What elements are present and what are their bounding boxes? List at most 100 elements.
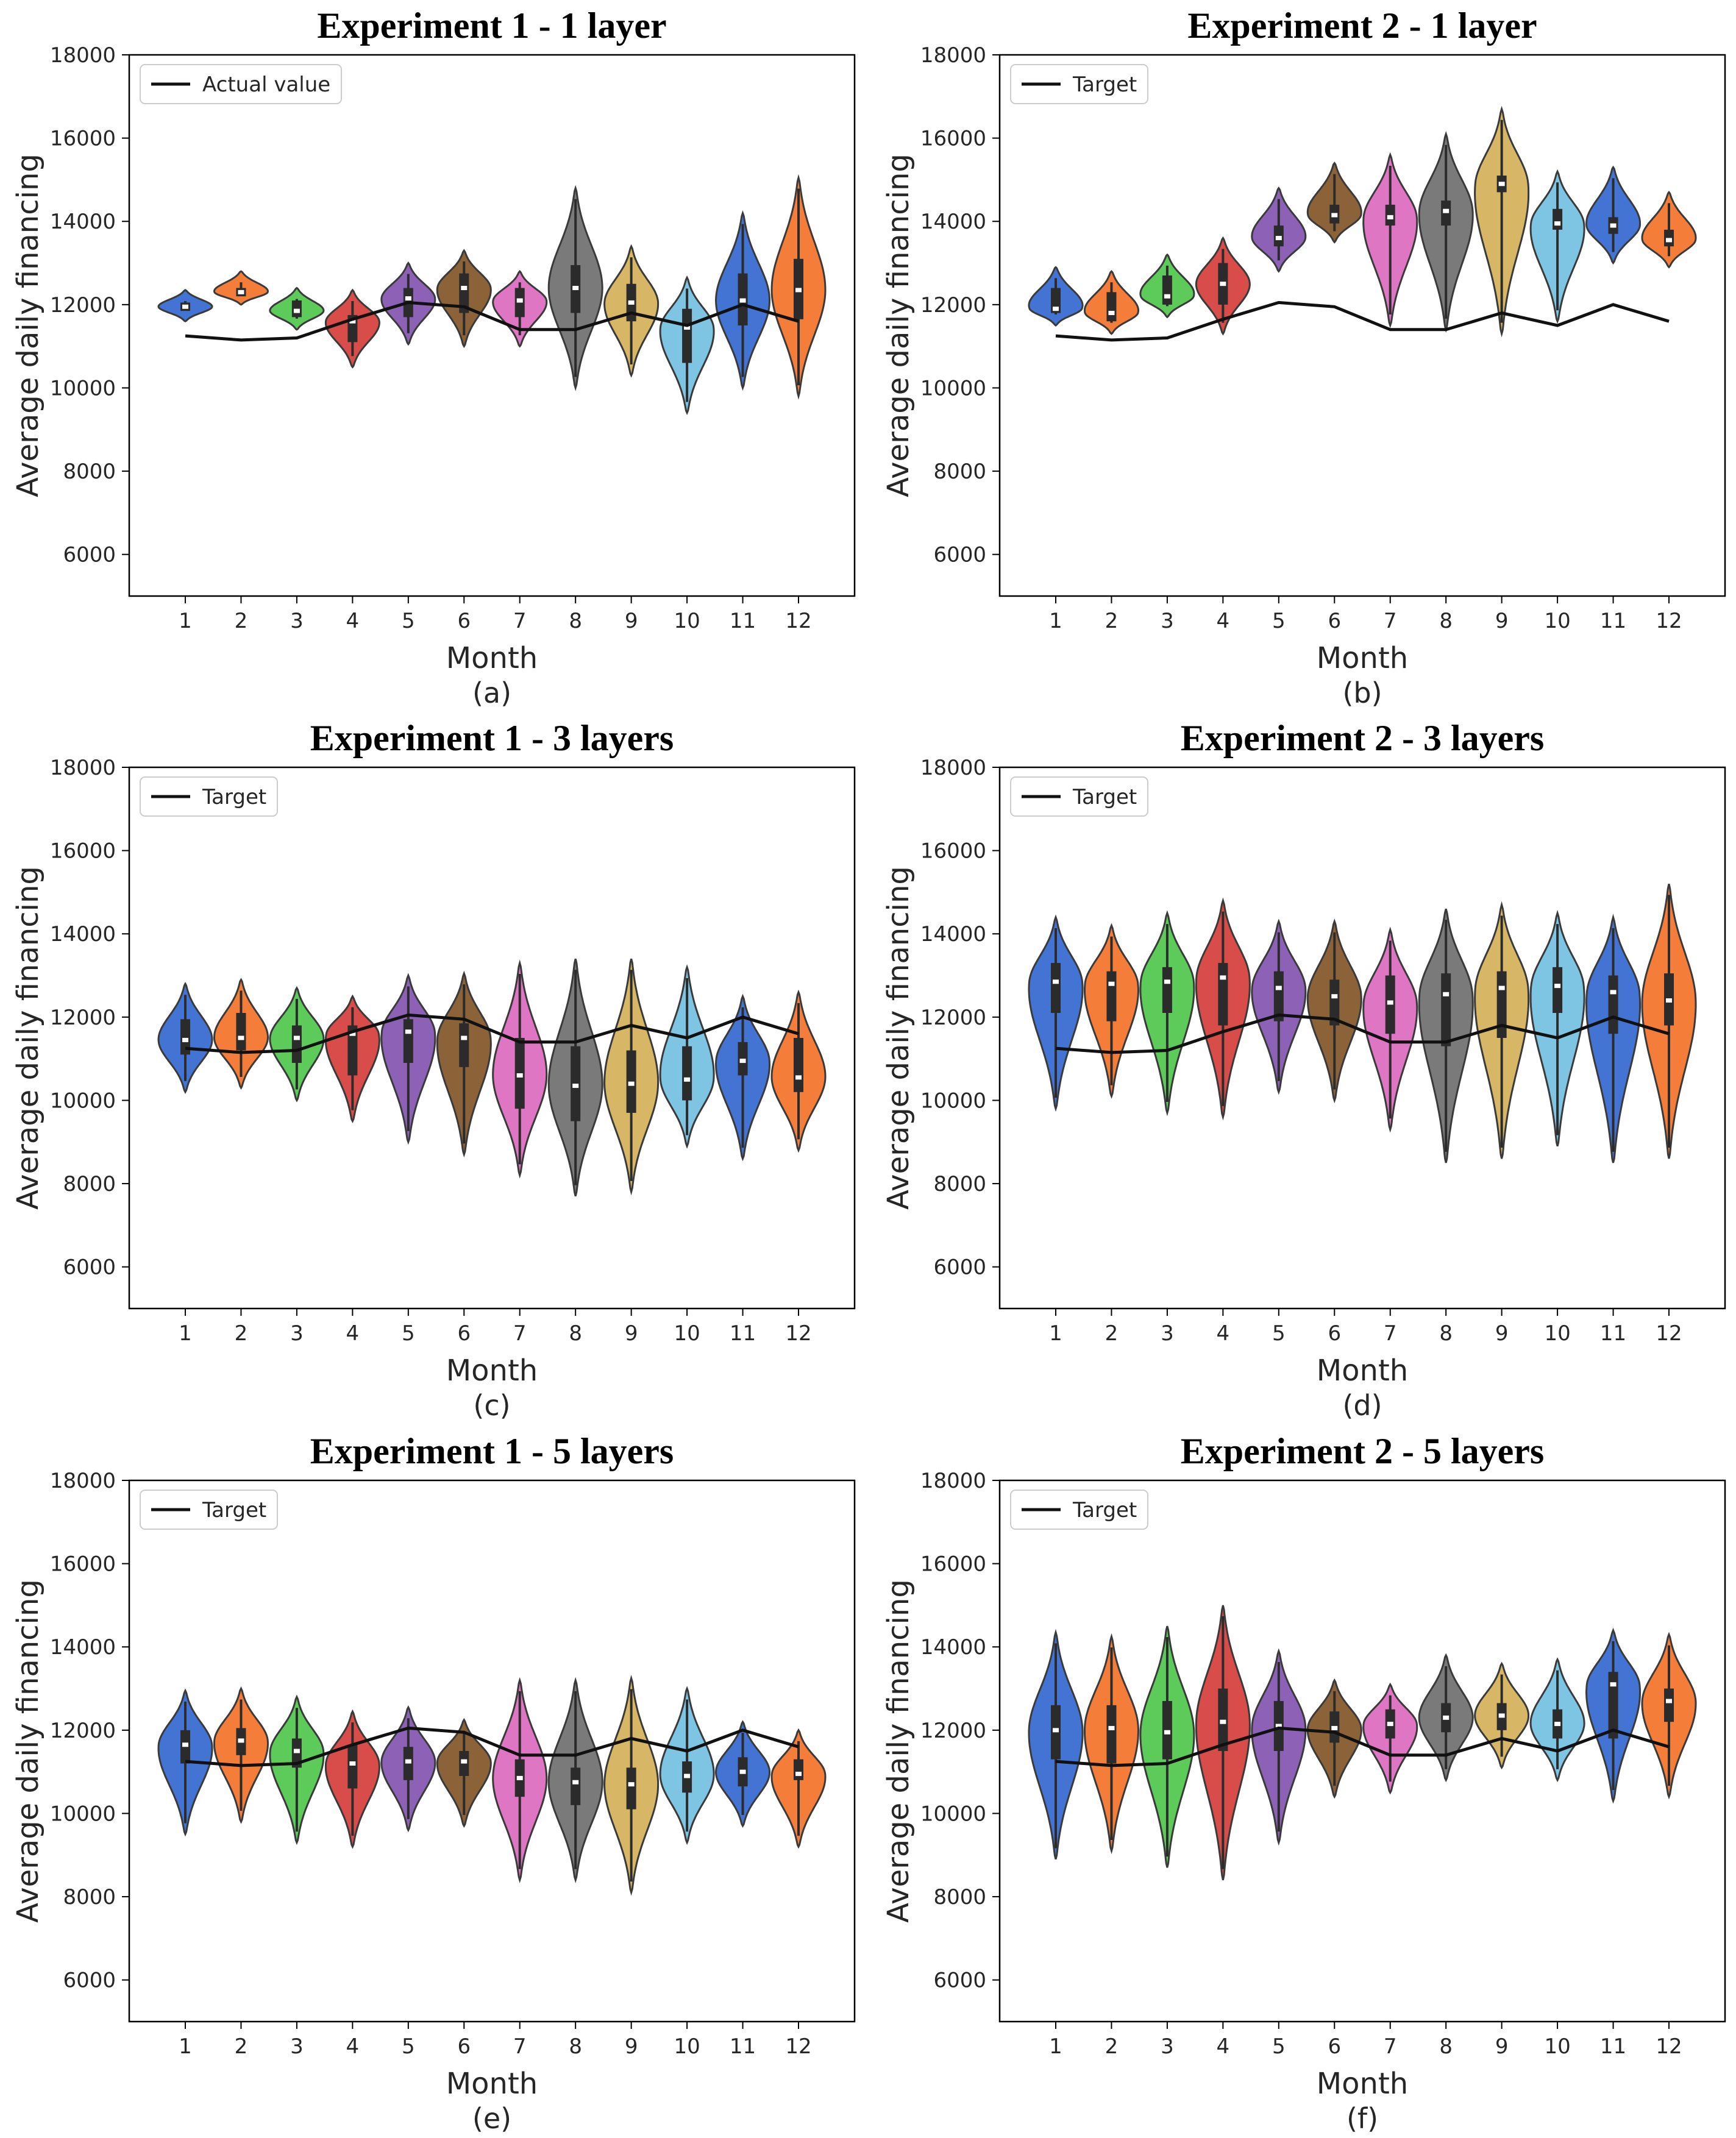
violin-median xyxy=(1387,1000,1393,1005)
x-tick-label: 3 xyxy=(1161,609,1174,633)
y-axis-label: Average daily financing xyxy=(11,866,45,1210)
x-tick-label: 10 xyxy=(1544,609,1570,633)
y-tick-label: 10000 xyxy=(920,1802,986,1826)
violin-month-9 xyxy=(1474,1661,1530,1770)
x-tick-label: 10 xyxy=(1544,2034,1570,2059)
x-tick-label: 12 xyxy=(1656,609,1682,633)
violin-month-1 xyxy=(1028,1628,1084,1859)
violin-median xyxy=(1443,1715,1450,1720)
violin-month-2 xyxy=(213,1686,269,1824)
y-tick-label: 8000 xyxy=(933,1172,986,1196)
y-tick-label: 12000 xyxy=(50,1006,116,1030)
violin-iqr-box xyxy=(1329,979,1340,1026)
x-tick-label: 6 xyxy=(1328,2034,1341,2059)
y-tick-label: 6000 xyxy=(63,543,116,567)
violin-month-7 xyxy=(492,1677,548,1884)
x-tick-label: 12 xyxy=(785,2034,811,2059)
violin-month-8 xyxy=(547,185,603,391)
y-tick-label: 6000 xyxy=(63,1969,116,1993)
violin-series xyxy=(1028,105,1697,338)
x-tick-label: 11 xyxy=(730,1321,756,1346)
x-tick-label: 7 xyxy=(1384,609,1397,633)
x-tick-label: 6 xyxy=(457,2034,471,2059)
violin-median xyxy=(684,325,691,330)
chart-title: Experiment 2 - 5 layers xyxy=(1181,1431,1545,1471)
y-tick-label: 14000 xyxy=(920,210,986,234)
chart-panel-a: Experiment 1 - 1 layer 6000 8000 10000 12000… xyxy=(11,5,856,709)
violin-iqr-box xyxy=(1051,963,1061,1014)
x-axis: 1 2 3 4 5 6 7 8 9 10 11 12 xyxy=(1049,2022,1682,2059)
violin-median xyxy=(349,1761,356,1766)
violin-month-8 xyxy=(547,958,603,1196)
violin-iqr-box xyxy=(1553,208,1563,230)
violin-iqr-box xyxy=(682,1046,692,1101)
x-tick-label: 5 xyxy=(1272,1321,1286,1346)
violin-median xyxy=(461,286,468,291)
panel-caption: (d) xyxy=(1342,1389,1382,1422)
violin-median xyxy=(1108,981,1115,986)
x-tick-label: 1 xyxy=(1049,1321,1062,1346)
violin-month-9 xyxy=(1474,901,1530,1159)
violin-month-8 xyxy=(1418,130,1474,333)
y-tick-label: 14000 xyxy=(50,210,116,234)
violin-median xyxy=(1554,221,1561,226)
x-tick-label: 11 xyxy=(730,2034,756,2059)
violin-iqr-box xyxy=(1106,1705,1117,1764)
x-axis-label: Month xyxy=(446,1354,538,1388)
y-axis: 6000 8000 10000 12000 14000 16000 18000 xyxy=(50,43,129,567)
y-tick-label: 16000 xyxy=(50,1552,116,1577)
x-tick-label: 7 xyxy=(513,1321,527,1346)
y-tick-label: 14000 xyxy=(50,922,116,946)
y-axis-label: Average daily financing xyxy=(11,1579,45,1923)
x-tick-label: 7 xyxy=(513,2034,527,2059)
violin-median xyxy=(1220,282,1226,286)
panel-caption: (f) xyxy=(1346,2102,1378,2135)
violin-median xyxy=(1498,1713,1505,1718)
y-tick-label: 10000 xyxy=(920,1089,986,1113)
violin-month-1 xyxy=(157,982,213,1094)
violin-month-7 xyxy=(1362,1682,1418,1795)
violin-iqr-box xyxy=(1106,971,1117,1021)
y-tick-label: 10000 xyxy=(50,1802,116,1826)
violin-median xyxy=(628,1081,635,1086)
y-tick-label: 8000 xyxy=(933,1885,986,1909)
x-tick-label: 1 xyxy=(179,1321,192,1346)
violin-iqr-box xyxy=(571,1767,581,1805)
x-tick-label: 8 xyxy=(1439,1321,1453,1346)
x-tick-label: 8 xyxy=(569,1321,582,1346)
violin-series xyxy=(157,174,827,416)
violin-median xyxy=(1053,979,1059,984)
chart-title: Experiment 2 - 3 layers xyxy=(1181,718,1545,758)
y-axis-label: Average daily financing xyxy=(881,866,916,1210)
legend-box xyxy=(140,1490,278,1530)
x-tick-label: 4 xyxy=(346,609,360,633)
x-axis: 1 2 3 4 5 6 7 8 9 10 11 12 xyxy=(179,596,812,633)
legend-label: Target xyxy=(1072,785,1137,809)
x-axis: 1 2 3 4 5 6 7 8 9 10 11 12 xyxy=(1049,1309,1682,1346)
legend-label: Target xyxy=(202,785,266,809)
plot-frame xyxy=(128,1479,856,2023)
target-line xyxy=(1055,1013,1670,1054)
violin-month-12 xyxy=(1641,883,1697,1159)
violin-series xyxy=(157,958,827,1196)
violin-median xyxy=(516,298,523,303)
legend: Actual value xyxy=(140,64,342,104)
violin-median xyxy=(795,288,802,293)
violin-median xyxy=(572,1084,579,1089)
chart-panel-e: Experiment 1 - 5 layers 6000 8000 10000 1200… xyxy=(11,1431,856,2135)
x-tick-label: 2 xyxy=(235,609,248,633)
violin-month-5 xyxy=(380,973,436,1145)
violin-median xyxy=(572,286,579,291)
legend-box xyxy=(1010,776,1148,817)
violin-month-11 xyxy=(1585,165,1641,265)
violin-month-4 xyxy=(1195,897,1251,1121)
y-tick-label: 12000 xyxy=(920,1719,986,1743)
violin-month-12 xyxy=(770,989,827,1153)
panel-caption: (a) xyxy=(472,677,511,709)
violin-median xyxy=(238,289,244,294)
violin-median xyxy=(349,319,356,324)
legend: Target xyxy=(1010,776,1148,817)
violin-median xyxy=(684,1774,691,1778)
x-tick-label: 10 xyxy=(674,2034,700,2059)
violin-median xyxy=(461,1035,468,1040)
